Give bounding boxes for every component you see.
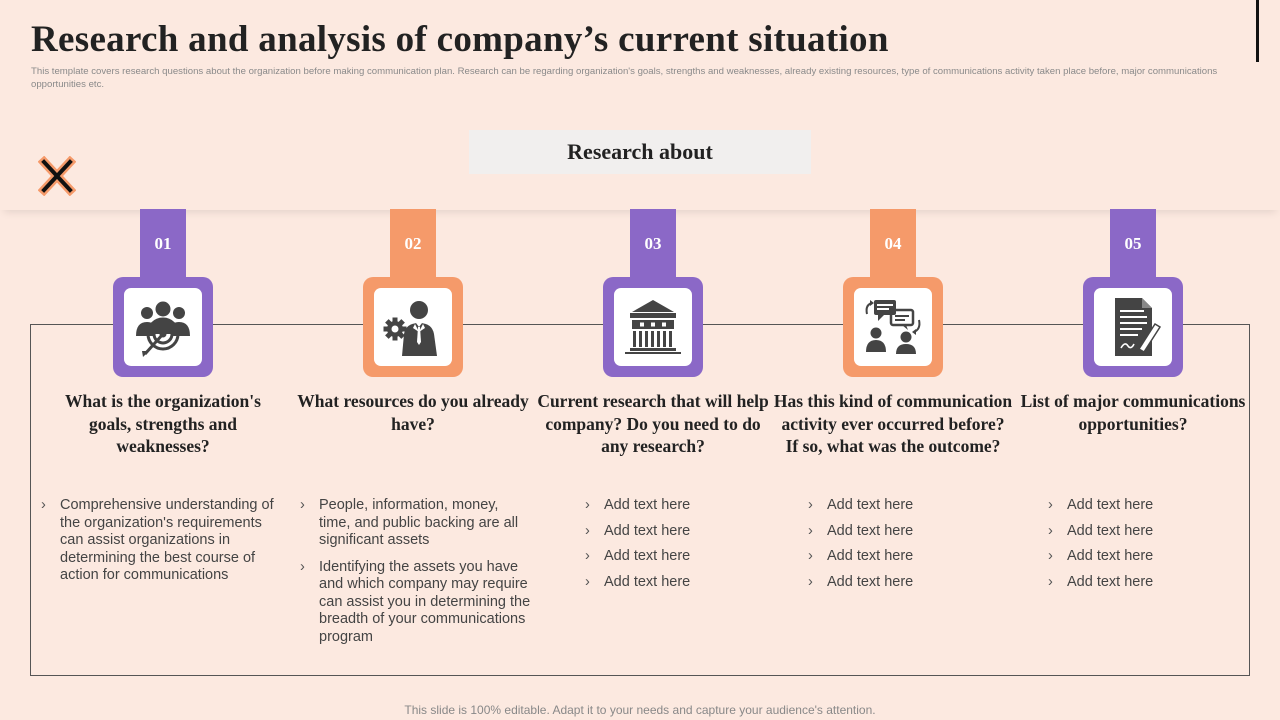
list-item: Add text here: [1047, 523, 1207, 541]
research-about-label: Research about: [567, 139, 713, 164]
header-band: [0, 0, 1280, 210]
step-icon-frame: [603, 277, 703, 377]
conversation-icon: [865, 300, 921, 354]
list-item: Add text here: [584, 523, 744, 541]
list-item: Add text here: [584, 574, 744, 592]
step-question: What is the organization's goals, streng…: [65, 391, 261, 456]
list-item: Add text here: [1047, 574, 1207, 592]
step-icon-frame: [113, 277, 213, 377]
step-icon-frame: [1083, 277, 1183, 377]
list-item: Add text here: [807, 523, 967, 541]
list-item: Add text here: [807, 497, 967, 515]
bank-building-icon: [625, 300, 681, 354]
list-item: People, information, money, time, and pu…: [299, 497, 531, 550]
list-item: Add text here: [584, 548, 744, 566]
step-number-tab: 03: [630, 209, 676, 281]
step-02-bullets: People, information, money, time, and pu…: [299, 497, 531, 655]
document-signature-icon: [1115, 298, 1162, 356]
step-icon-card: [374, 288, 452, 366]
step-question: List of major communications opportuniti…: [1020, 391, 1246, 434]
list-item: Add text here: [584, 497, 744, 515]
businessman-gear-icon: [383, 301, 437, 356]
list-item: Add text here: [1047, 548, 1207, 566]
page-title: Research and analysis of company’s curre…: [31, 19, 889, 60]
step-icon-card: [124, 288, 202, 366]
list-item: Add text here: [807, 574, 967, 592]
step-04-bullets: Add text here Add text here Add text her…: [807, 497, 967, 600]
list-item: Identifying the assets you have and whic…: [299, 559, 531, 647]
list-item: Add text here: [807, 548, 967, 566]
step-number-tab: 01: [140, 209, 186, 281]
list-item: Add text here: [1047, 497, 1207, 515]
step-question: Has this kind of communication activity …: [773, 391, 1013, 456]
list-item: Comprehensive understanding of the organ…: [40, 497, 280, 585]
step-icon-frame: [843, 277, 943, 377]
step-icon-frame: [363, 277, 463, 377]
step-icon-card: [1094, 288, 1172, 366]
target-team-icon: [136, 301, 190, 357]
step-question: Current research that will help company?…: [537, 391, 769, 456]
step-05-bullets: Add text here Add text here Add text her…: [1047, 497, 1207, 600]
step-icon-card: [614, 288, 692, 366]
research-about-box: Research about: [469, 130, 811, 174]
step-icon-card: [854, 288, 932, 366]
step-03-bullets: Add text here Add text here Add text her…: [584, 497, 744, 600]
step-number-tab: 02: [390, 209, 436, 281]
footer-note: This slide is 100% editable. Adapt it to…: [404, 703, 876, 717]
step-number-tab: 04: [870, 209, 916, 281]
close-icon[interactable]: [38, 156, 76, 196]
corner-accent-bar: [1256, 0, 1259, 62]
step-number-tab: 05: [1110, 209, 1156, 281]
step-01-bullets: Comprehensive understanding of the organ…: [40, 497, 280, 594]
step-question: What resources do you already have?: [297, 391, 529, 434]
page-subtitle: This template covers research questions …: [31, 66, 1218, 90]
